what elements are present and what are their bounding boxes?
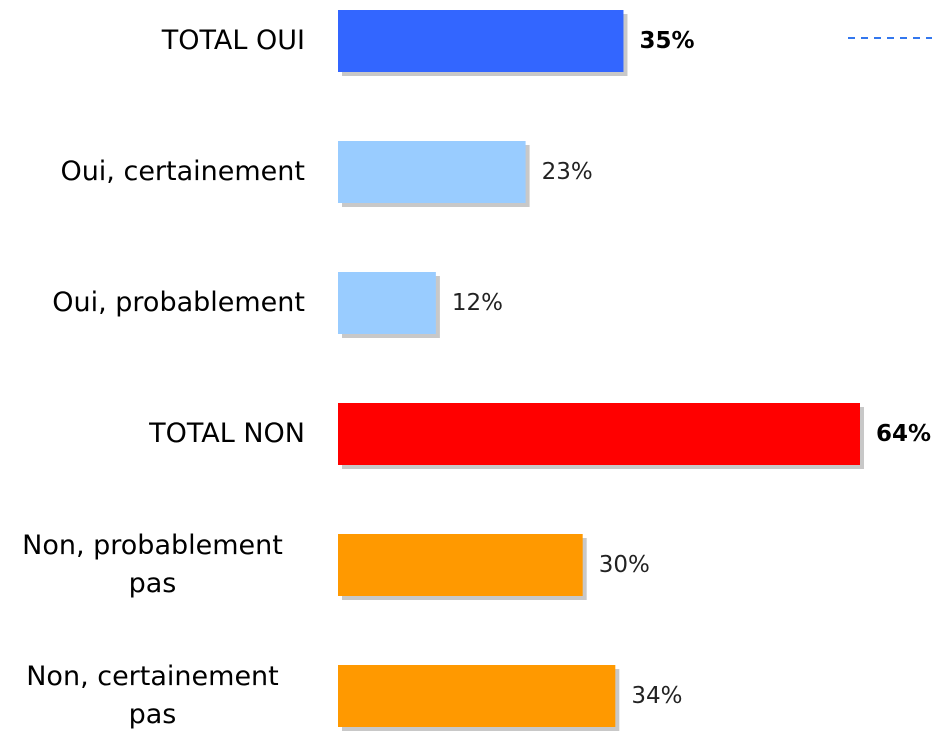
bar [338, 10, 624, 72]
category-label: Non, certainement pas [26, 661, 279, 730]
category-label: TOTAL OUI [161, 25, 305, 56]
bar [338, 403, 860, 465]
value-label: 35% [639, 28, 695, 54]
bar [338, 272, 436, 334]
category-label: Non, probablement pas [22, 530, 283, 599]
category-label: TOTAL NON [149, 418, 305, 449]
value-label: 30% [598, 552, 650, 578]
bar [338, 141, 526, 203]
value-label: 64% [876, 421, 932, 447]
value-label: 34% [631, 683, 683, 709]
category-label: Oui, probablement [52, 287, 305, 318]
bar [338, 665, 616, 727]
category-label: Oui, certainement [60, 156, 305, 187]
value-label: 23% [541, 159, 593, 185]
value-label: 12% [451, 290, 503, 316]
bar [338, 534, 583, 596]
